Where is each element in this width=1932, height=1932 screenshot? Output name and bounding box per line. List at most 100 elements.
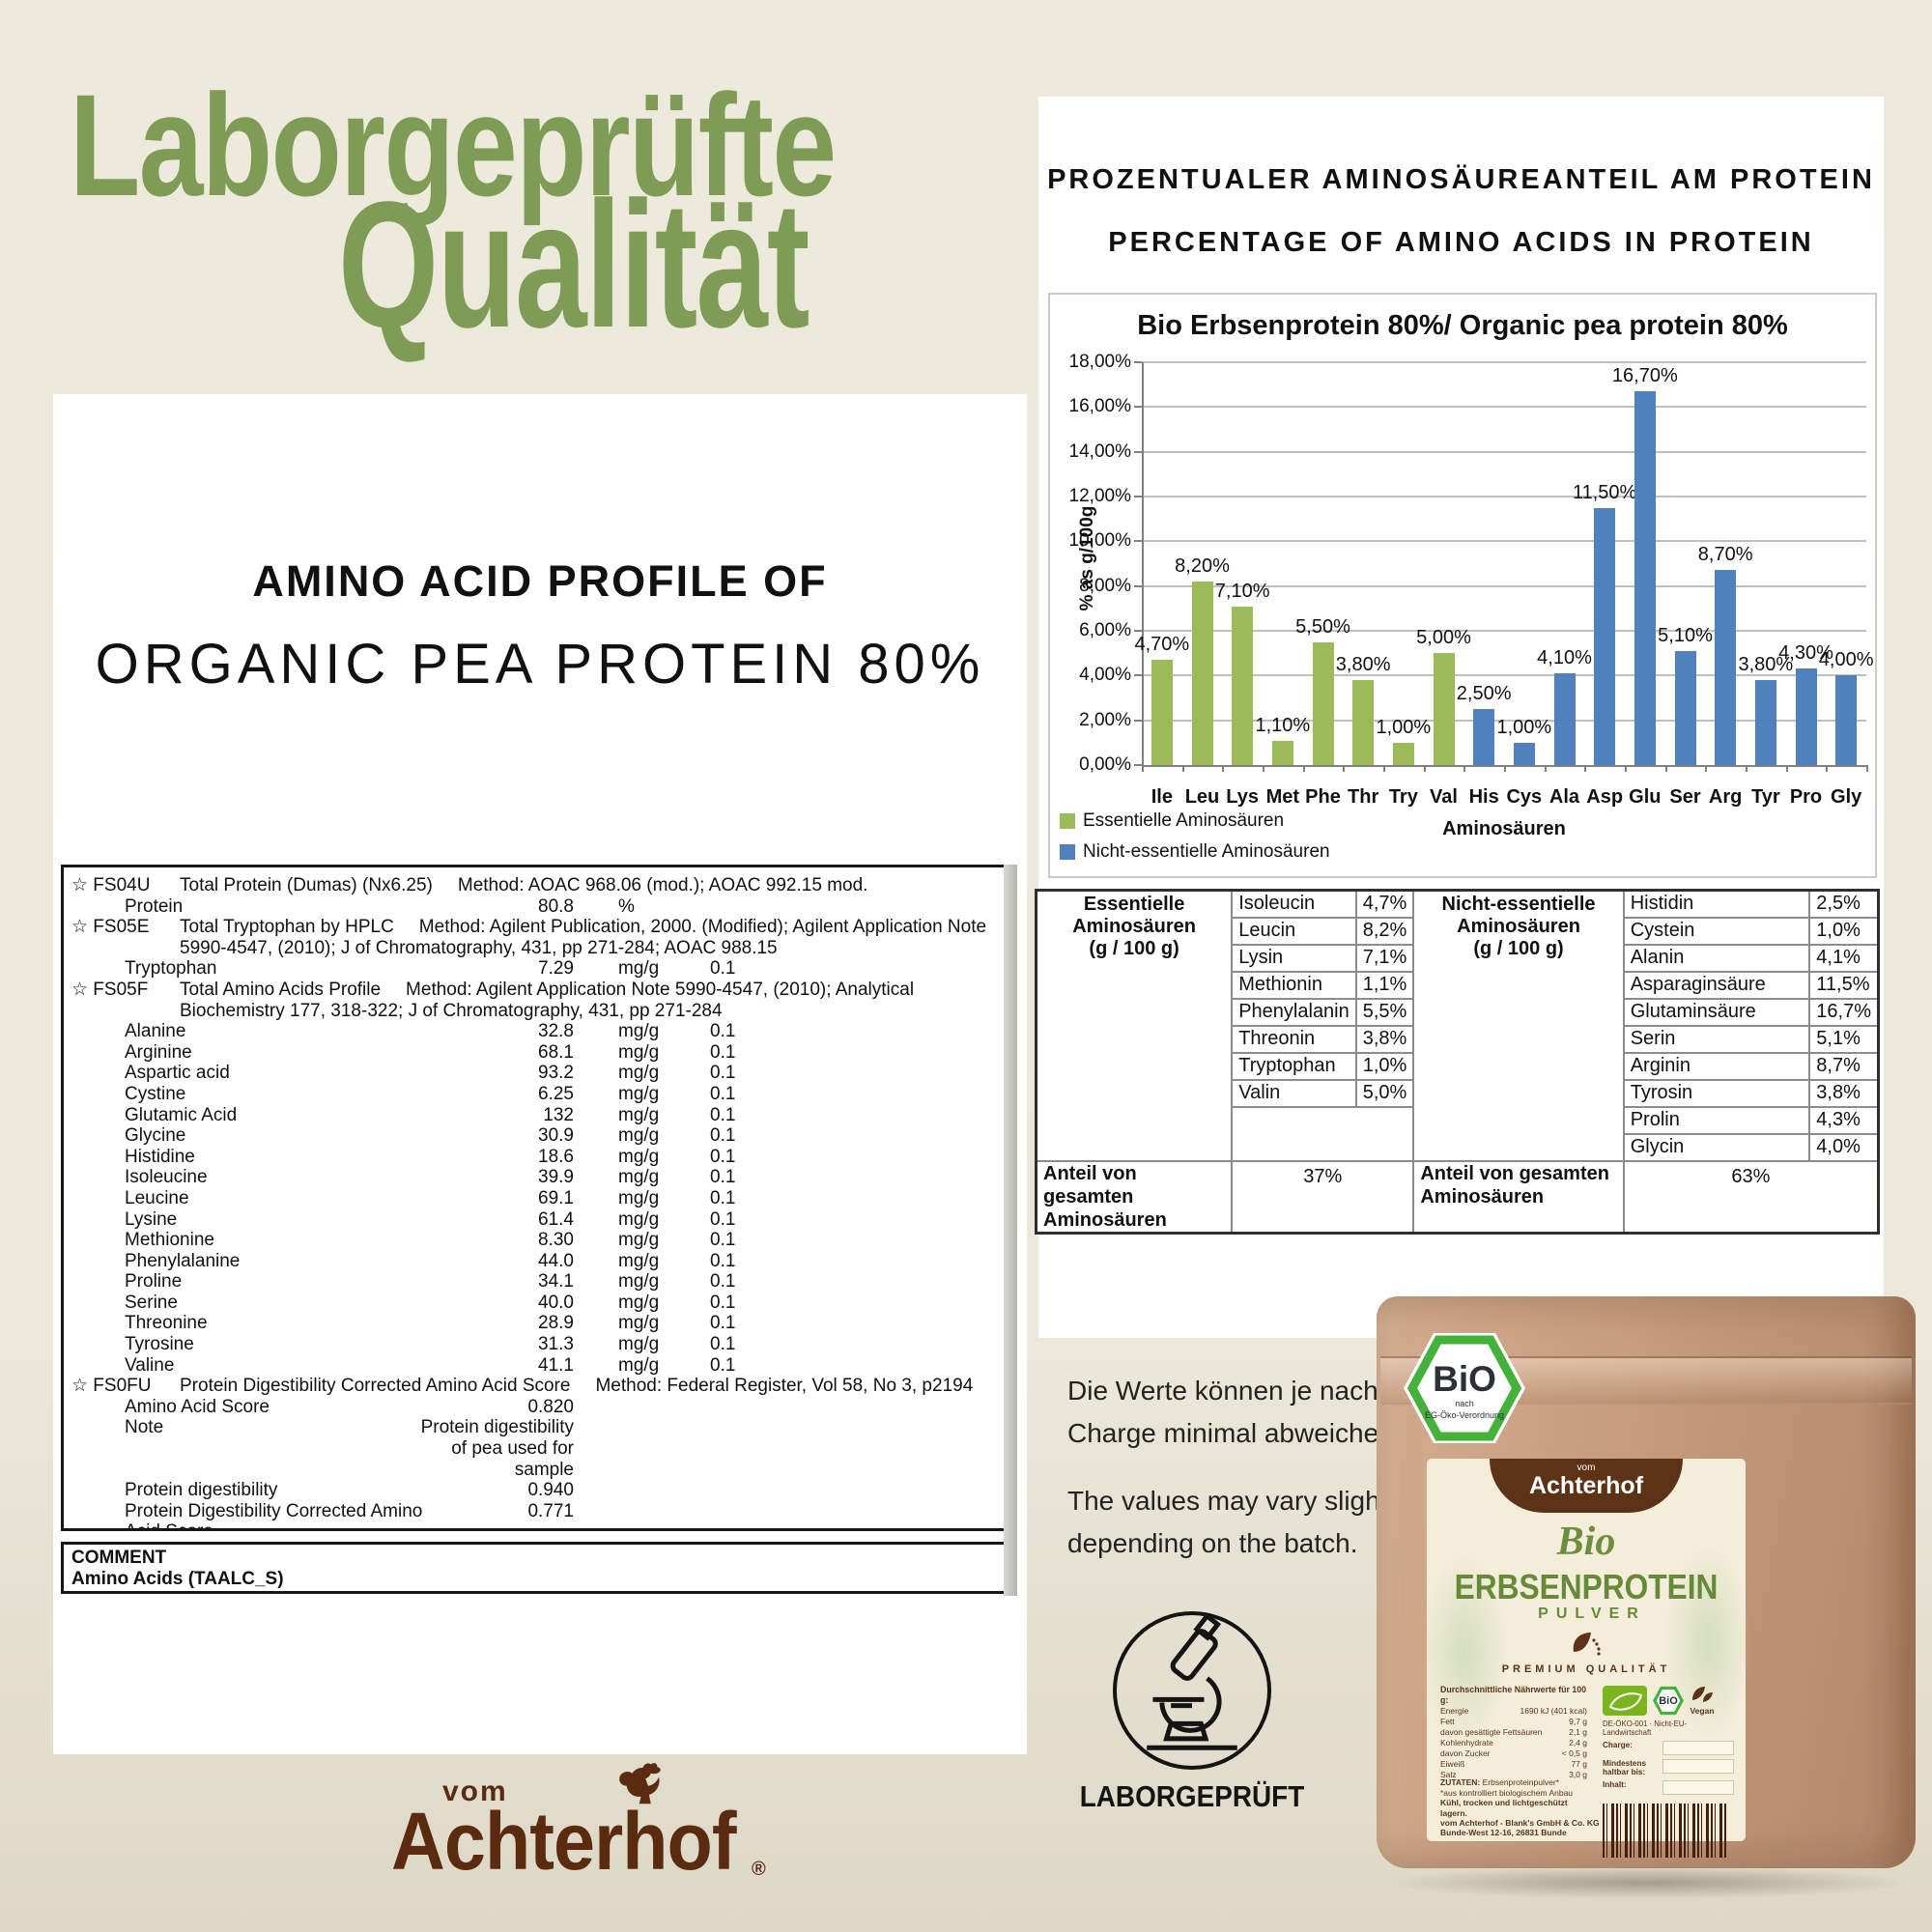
label-brand-prefix: vom (1577, 1463, 1596, 1473)
hero-title-line2: Qualität (338, 165, 810, 365)
analyte-name: Lysine (125, 1208, 178, 1230)
analyte-value: 40.0 (538, 1292, 574, 1313)
table-row: Valin 5,0% Tyrosin 3,8% (1037, 1078, 1880, 1108)
bio-seal-sub2: EG-Öko-Verordnung (1425, 1410, 1504, 1420)
report-method: Method: AOAC 968.06 (mod.); AOAC 992.15 … (457, 875, 868, 895)
report-value-row: Aspartic acid 93.2 mg/g 0.1 (71, 1063, 1007, 1084)
analyte-value: 69.1 (538, 1187, 574, 1208)
y-tick-mark (1134, 361, 1142, 363)
bar-value-label: 1,00% (1376, 716, 1432, 738)
chart-card: PROZENTUALER AMINOSÄUREANTEIL AM PROTEIN… (1035, 97, 1884, 1338)
address-line1: vom Achterhof - Blank's GmbH & Co. KG (1440, 1818, 1600, 1828)
nutrition-facts: Durchschnittliche Nährwerte für 100 g: E… (1440, 1685, 1587, 1780)
report-value-row: Phenylalanine 44.0 mg/g 0.1 (71, 1251, 1007, 1272)
gridline (1142, 361, 1866, 363)
analyte-value: 0.771 (527, 1500, 574, 1521)
bar-His (1473, 709, 1495, 765)
analyte-unit: mg/g (618, 1104, 660, 1125)
analyte-unit: mg/g (618, 1187, 660, 1208)
nutrition-row: Kohlenhydrate 2,4 g (1440, 1738, 1587, 1748)
report-value-row: Amino Acid Score 0.820 (71, 1397, 1007, 1418)
disclaimer-en-line2: depending on the batch. (1067, 1528, 1358, 1558)
report-section-text: Total Protein (Dumas) (Nx6.25) Method: AO… (180, 875, 1007, 896)
analyte-value: 34.1 (538, 1271, 574, 1293)
essential-name: Valin (1231, 1078, 1357, 1108)
table-row: Glycin 4,0% (1037, 1132, 1880, 1162)
brand-prefix: vom (442, 1776, 508, 1807)
analyte-value: 44.0 (538, 1250, 574, 1271)
analyte-unit: mg/g (618, 1230, 660, 1251)
table-row: Essentielle Aminosäuren (g / 100 g) Isoleu… (1035, 889, 1880, 1162)
y-tick-mark (1134, 540, 1142, 543)
analyte-unit: mg/g (618, 1021, 660, 1042)
y-tick-mark (1134, 630, 1142, 632)
ingredients-block: ZUTATEN: Erbsenproteinpulver* *aus kontr… (1440, 1777, 1595, 1818)
table-row: Leucin 8,2% Cystein 1,0% (1037, 916, 1880, 946)
nonessential-name: Glycin (1622, 1132, 1811, 1162)
label-brand-arch: vom Achterhof (1490, 1459, 1683, 1513)
label-bio-script: Bio (1556, 1520, 1616, 1564)
analyte-precision: 0.1 (710, 1083, 736, 1104)
report-code: ☆ FS05F (71, 979, 149, 1000)
x-axis-title: Aminosäuren (1442, 818, 1566, 839)
field-charge-label: Charge: (1603, 1741, 1633, 1749)
lab-tested-label: LABORGEPRÜFT (1079, 1779, 1305, 1813)
field-charge-blank (1662, 1741, 1734, 1755)
microscope-icon (1147, 1612, 1237, 1750)
x-tick-mark (1584, 765, 1587, 772)
bio-seal-text: BiO (1433, 1359, 1496, 1399)
ingredients-value: Erbsenproteinpulver* (1482, 1777, 1559, 1787)
note-text: sample (514, 1459, 574, 1480)
analyte-name: Threonine (125, 1313, 208, 1334)
essential-name: Phenylalanin (1231, 997, 1357, 1027)
analyte-unit: mg/g (618, 1041, 660, 1063)
y-axis-line (1142, 362, 1144, 767)
analyte-precision: 0.1 (710, 1021, 736, 1042)
bar-Tyr (1754, 679, 1776, 765)
analyte-precision: 0.1 (710, 1292, 736, 1313)
profile-heading: AMINO ACID PROFILE OF (252, 556, 828, 606)
bio-seal-sub1: nach (1455, 1399, 1474, 1408)
analyte-value: 93.2 (538, 1063, 574, 1084)
bar-value-label: 3,80% (1738, 653, 1794, 675)
analyte-name: Tyrosine (125, 1334, 194, 1355)
report-section-text: Total Tryptophan by HPLC Method: Agilent … (180, 917, 1007, 958)
essential-name: Threonin (1231, 1024, 1357, 1054)
chart-header-de: PROZENTUALER AMINOSÄUREANTEIL AM PROTEIN (1047, 164, 1875, 195)
analyte-value: 7.29 (538, 958, 574, 980)
gridline (1142, 719, 1866, 722)
analyte-precision: 0.1 (710, 1313, 736, 1334)
x-tick-mark (1544, 765, 1547, 772)
x-category-label: Ala (1548, 786, 1580, 808)
analyte-unit: mg/g (618, 958, 660, 980)
report-note-row: of pea used for (71, 1438, 1007, 1460)
gridline (1142, 540, 1866, 543)
report-value-row: Leucine 69.1 mg/g 0.1 (71, 1188, 1007, 1209)
svg-text:BiO: BiO (1659, 1695, 1678, 1707)
y-tick-label: 6,00% (1079, 620, 1131, 640)
analyte-value: 31.3 (538, 1334, 574, 1355)
report-value-row: Tyrosine 31.3 mg/g 0.1 (71, 1334, 1007, 1355)
bar-Asp (1594, 507, 1616, 765)
bag-shadow (1382, 1866, 1912, 1899)
x-tick-mark (1746, 765, 1747, 772)
barcode (1603, 1804, 1728, 1858)
x-category-label: Cys (1506, 786, 1543, 808)
lab-tested-badge (1113, 1611, 1271, 1770)
y-tick-label: 0,00% (1079, 754, 1131, 775)
y-tick-label: 4,00% (1079, 665, 1131, 686)
report-value-row: Protein Digestibility Corrected Amino 0.7… (71, 1501, 1007, 1522)
producer-address: vom Achterhof - Blank's GmbH & Co. KG Bu… (1440, 1818, 1605, 1837)
nutrient-name: Eiweiß (1440, 1759, 1465, 1769)
analyte-name: Histidine (125, 1146, 195, 1167)
bar-value-label: 1,00% (1496, 716, 1552, 738)
report-code: ☆ FS0FU (71, 1376, 152, 1397)
legend-label: Essentielle Aminosäuren (1083, 810, 1285, 831)
gridline (1142, 674, 1866, 677)
bar-Arg (1715, 570, 1737, 765)
report-value-row: Protein digestibility 0.940 (71, 1480, 1007, 1501)
analyte-unit: mg/g (618, 1125, 660, 1147)
analyte-name: Cystine (125, 1083, 186, 1104)
report-value-row: Protein 80.8% (71, 896, 1007, 918)
report-section-text: Protein Digestibility Corrected Amino Ac… (180, 1376, 1007, 1397)
